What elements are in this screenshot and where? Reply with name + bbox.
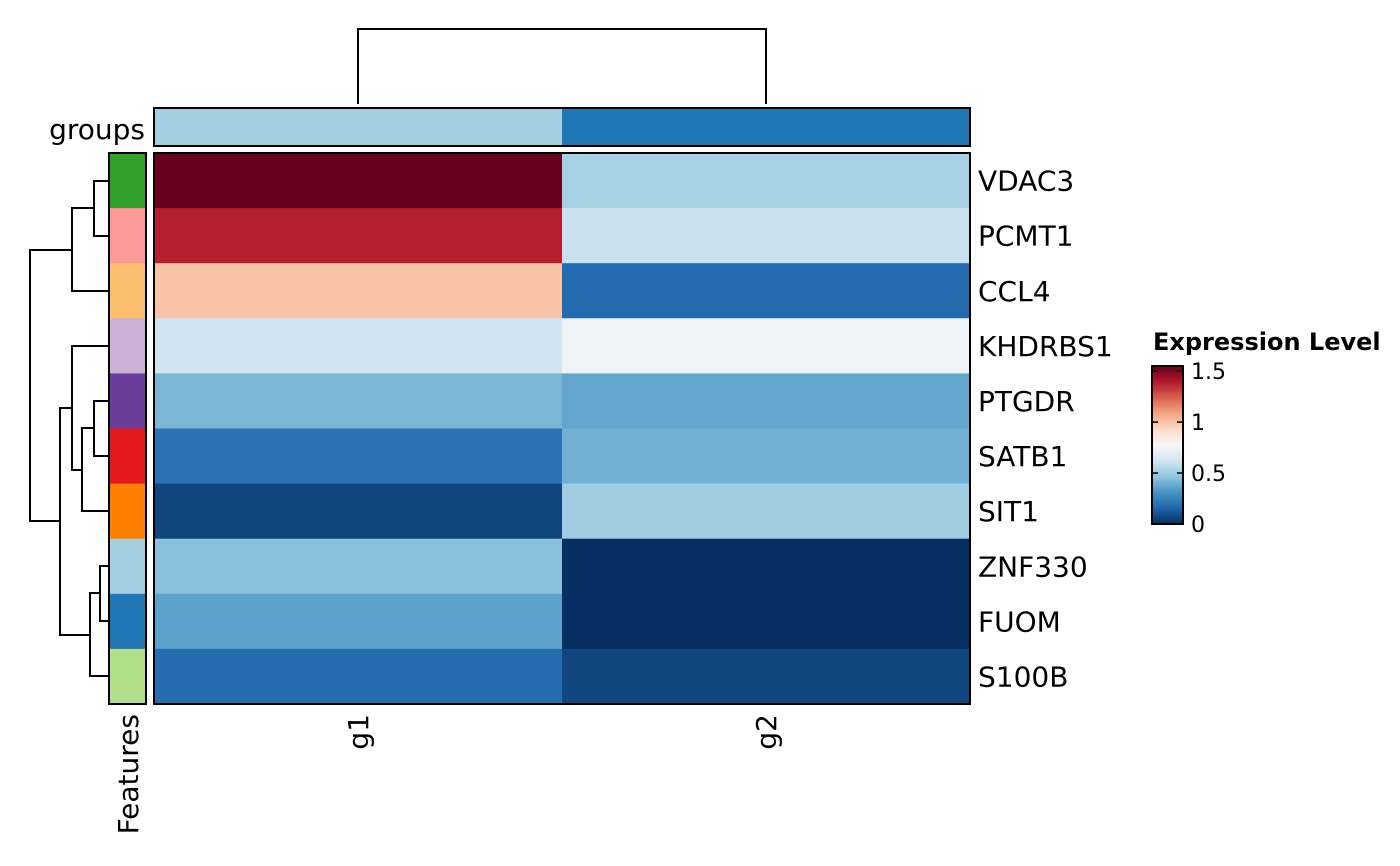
row-label: FUOM (978, 605, 1061, 638)
feature-annotation-cell (109, 153, 146, 209)
row-label: SATB1 (978, 440, 1067, 473)
heatmap-cell (562, 263, 971, 319)
heatmap-cell (562, 428, 971, 485)
heatmap-cell (562, 648, 971, 705)
legend-tick-label: 0 (1191, 513, 1205, 538)
row-dendrogram-link (71, 345, 108, 471)
heatmap-cell (154, 373, 563, 429)
row-label: SIT1 (978, 495, 1039, 528)
heatmap-cell (562, 318, 971, 374)
column-dendrogram-link (357, 28, 767, 104)
feature-annotation-bar (109, 153, 146, 705)
feature-annotation-cell (109, 263, 146, 319)
row-label: CCL4 (978, 275, 1051, 308)
features-annotation-label: Features (112, 714, 145, 834)
column-label: g1 (342, 714, 375, 750)
groups-annotation-label: groups (49, 113, 145, 146)
heatmap-cells (154, 153, 971, 705)
column-labels: g1 g2 (342, 714, 783, 750)
column-label: g2 (750, 714, 783, 750)
row-dendrogram-link (93, 400, 108, 457)
row-dendrogram-link (99, 565, 108, 622)
legend-tick-label: 1 (1191, 411, 1205, 436)
heatmap-cell (562, 483, 971, 540)
heatmap-cell (154, 208, 563, 264)
row-dendrogram-link (59, 407, 90, 636)
row-label: S100B (978, 660, 1068, 693)
legend-ticks: 1.5 1 0.5 0 (1152, 360, 1226, 538)
feature-annotation-border (108, 152, 147, 705)
legend-tick-label: 0.5 (1191, 462, 1226, 487)
group-annotation-cell (154, 108, 562, 146)
heatmap-cell (562, 538, 971, 595)
feature-annotation-cell (109, 483, 146, 540)
row-dendrogram-link (71, 207, 108, 292)
row-labels: VDAC3 PCMT1 CCL4 KHDRBS1 PTGDR SATB1 SIT1 ZNF33… (978, 165, 1113, 694)
feature-annotation-cell (109, 428, 146, 485)
row-label: PTGDR (978, 385, 1075, 418)
legend-colorbar (1151, 365, 1184, 525)
heatmap-cell (154, 318, 563, 374)
heatmap-cell (154, 648, 563, 705)
feature-annotation-cell (109, 538, 146, 595)
heatmap-border (153, 152, 971, 705)
heatmap-cell (154, 263, 563, 319)
row-dendrogram (29, 180, 108, 677)
heatmap-cell (154, 593, 563, 650)
legend-tick-label: 1.5 (1191, 360, 1226, 385)
group-annotation-border (153, 107, 971, 147)
feature-annotation-cell (109, 648, 146, 705)
column-dendrogram (357, 28, 767, 104)
feature-annotation-cell (109, 318, 146, 374)
legend-title: Expression Level (1153, 328, 1381, 356)
heatmap-cell (562, 593, 971, 650)
heatmap-cell (154, 483, 563, 540)
heatmap-cell (562, 373, 971, 429)
row-label: KHDRBS1 (978, 330, 1113, 363)
color-legend: Expression Level 1.5 1 0.5 0 (1151, 328, 1381, 538)
feature-annotation-cell (109, 373, 146, 429)
heatmap-cell (154, 538, 563, 595)
heatmap-cell (562, 153, 971, 209)
group-annotation-bar (154, 108, 970, 146)
heatmap-cell (562, 208, 971, 264)
feature-annotation-cell (109, 208, 146, 264)
row-label: VDAC3 (978, 165, 1074, 198)
heatmap-cell (154, 153, 563, 209)
row-dendrogram-link (93, 180, 108, 237)
row-label: ZNF330 (978, 550, 1088, 583)
group-annotation-cell (562, 108, 970, 146)
feature-annotation-cell (109, 593, 146, 650)
heatmap-cell (154, 428, 563, 485)
row-dendrogram-link (29, 249, 72, 522)
row-label: PCMT1 (978, 220, 1074, 253)
